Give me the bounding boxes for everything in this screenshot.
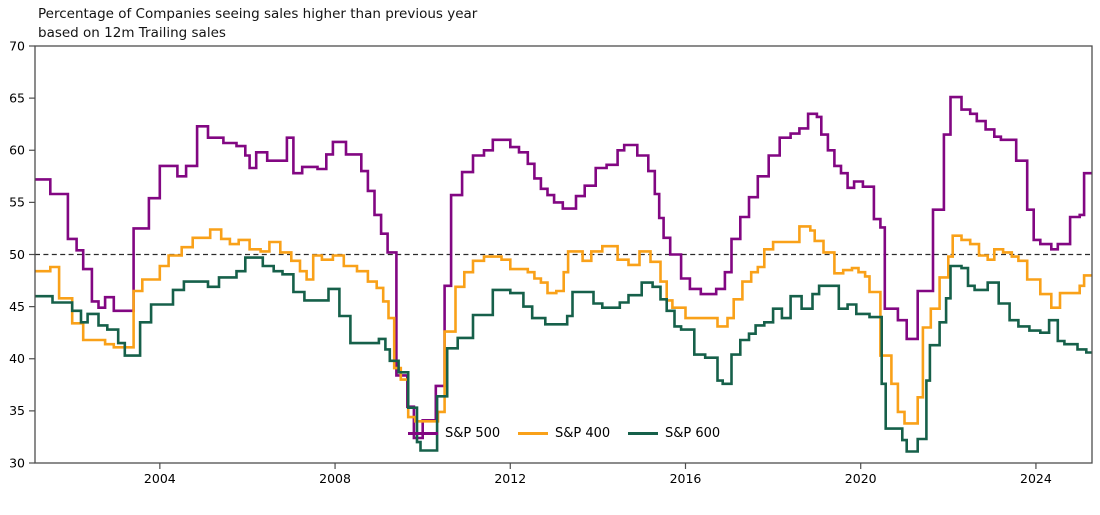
y-tick-label: 35	[9, 403, 25, 418]
y-tick-label: 70	[9, 38, 25, 53]
series-line-s-p-500	[35, 95, 1092, 440]
x-tick-label: 2008	[319, 471, 351, 486]
y-tick-label: 30	[9, 455, 25, 470]
legend-swatch-sp500-icon	[408, 431, 438, 435]
series-line-s-p-400	[35, 225, 1092, 425]
legend-swatch-sp600-icon	[628, 431, 658, 435]
x-tick-label: 2024	[1020, 471, 1052, 486]
legend-label-sp500: S&P 500	[445, 425, 501, 441]
x-tick-label: 2016	[670, 471, 702, 486]
chart-title-line2: based on 12m Trailing sales	[38, 24, 226, 41]
y-tick-label: 55	[9, 195, 25, 210]
legend-label-sp400: S&P 400	[555, 425, 611, 441]
y-tick-label: 50	[9, 247, 25, 262]
legend-item-sp500: S&P 500	[408, 425, 500, 441]
y-tick-label: 40	[9, 351, 25, 366]
x-tick-label: 2012	[494, 471, 526, 486]
legend-swatch-sp400-icon	[518, 431, 548, 435]
legend-item-sp400: S&P 400	[518, 425, 610, 441]
series-line-s-p-600	[35, 256, 1092, 453]
y-tick-label: 45	[9, 299, 25, 314]
y-tick-label: 65	[9, 90, 25, 105]
legend-label-sp600: S&P 600	[665, 425, 721, 441]
legend-item-sp600: S&P 600	[628, 425, 720, 441]
y-tick-label: 60	[9, 143, 25, 158]
x-tick-label: 2020	[845, 471, 877, 486]
chart-title-line1: Percentage of Companies seeing sales hig…	[38, 6, 478, 22]
chart-title: Percentage of Companies seeing sales hig…	[38, 5, 477, 42]
x-tick-label: 2004	[144, 471, 176, 486]
